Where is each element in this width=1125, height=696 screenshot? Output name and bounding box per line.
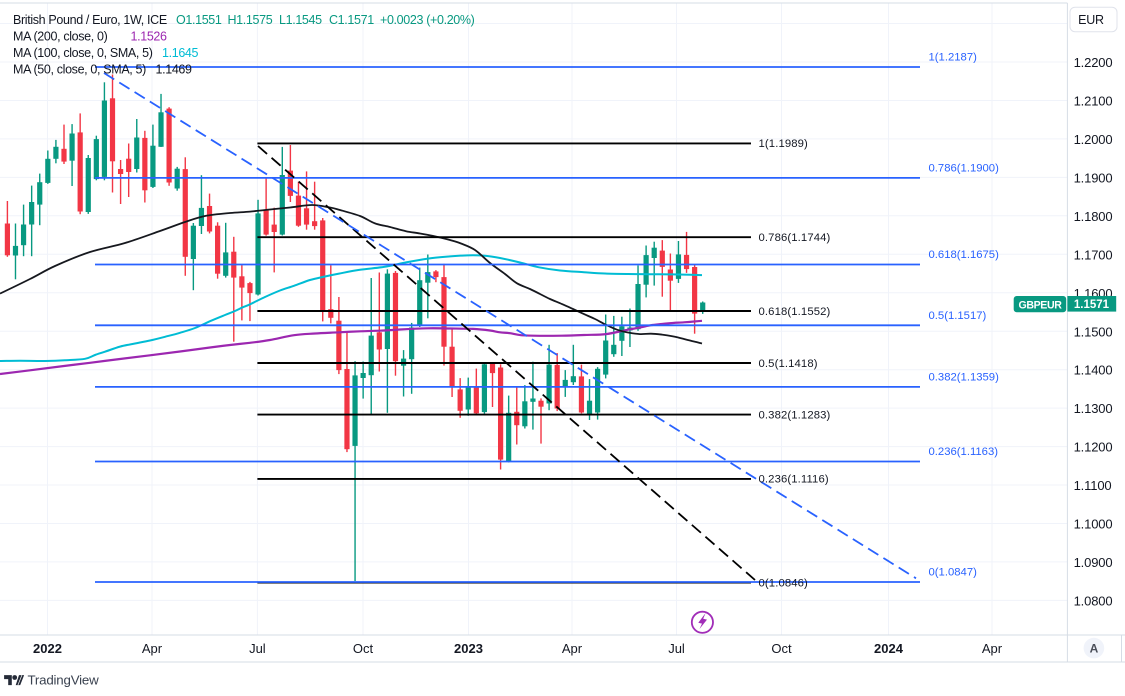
svg-text:Oct: Oct [353, 641, 374, 656]
svg-text:Jul: Jul [668, 641, 685, 656]
svg-text:0.236(1.1116): 0.236(1.1116) [759, 474, 829, 486]
svg-text:1.1469: 1.1469 [156, 63, 193, 77]
svg-text:L1.1545: L1.1545 [279, 13, 322, 27]
svg-text:0.382(1.1283): 0.382(1.1283) [759, 409, 831, 421]
svg-text:2022: 2022 [33, 641, 62, 656]
svg-text:1.2000: 1.2000 [1074, 132, 1113, 147]
svg-text:1.1100: 1.1100 [1074, 478, 1112, 493]
svg-text:1.1645: 1.1645 [162, 46, 199, 60]
svg-text:+0.0023 (+0.20%): +0.0023 (+0.20%) [380, 13, 475, 27]
svg-text:1.1700: 1.1700 [1074, 247, 1113, 262]
svg-text:0(1.0846): 0(1.0846) [759, 577, 809, 589]
svg-text:Apr: Apr [982, 641, 1003, 656]
svg-text:0.786(1.1900): 0.786(1.1900) [929, 162, 1000, 174]
svg-text:A: A [1090, 642, 1099, 656]
svg-text:MA (200, close, 0): MA (200, close, 0) [13, 30, 108, 44]
svg-text:1(1.2187): 1(1.2187) [929, 52, 978, 64]
svg-text:1.2200: 1.2200 [1074, 55, 1113, 70]
svg-text:1.1800: 1.1800 [1074, 209, 1113, 224]
svg-text:British Pound / Euro, 1W, ICE: British Pound / Euro, 1W, ICE [13, 13, 167, 27]
svg-text:Jul: Jul [249, 641, 266, 656]
svg-text:O1.1551: O1.1551 [176, 13, 222, 27]
svg-text:Apr: Apr [142, 641, 163, 656]
svg-text:1.0900: 1.0900 [1074, 555, 1113, 570]
svg-text:1.1400: 1.1400 [1074, 363, 1113, 378]
svg-text:2024: 2024 [874, 641, 904, 656]
svg-text:0.5(1.1517): 0.5(1.1517) [929, 310, 987, 322]
svg-text:0.618(1.1552): 0.618(1.1552) [759, 306, 831, 318]
svg-text:1.1500: 1.1500 [1074, 324, 1113, 339]
svg-text:1.1571: 1.1571 [1074, 299, 1110, 311]
svg-text:1.1526: 1.1526 [131, 30, 168, 44]
svg-text:C1.1571: C1.1571 [329, 13, 374, 27]
svg-text:Oct: Oct [771, 641, 792, 656]
svg-text:MA (50, close, 0, SMA, 5): MA (50, close, 0, SMA, 5) [13, 63, 146, 77]
svg-text:2023: 2023 [454, 641, 483, 656]
svg-text:0.786(1.1744): 0.786(1.1744) [759, 232, 831, 244]
svg-text:Apr: Apr [562, 641, 583, 656]
svg-text:MA (100, close, 0, SMA, 5): MA (100, close, 0, SMA, 5) [13, 46, 153, 60]
svg-text:1.1200: 1.1200 [1074, 440, 1113, 455]
svg-text:1.0800: 1.0800 [1074, 593, 1113, 608]
svg-text:1.1000: 1.1000 [1074, 517, 1113, 532]
svg-text:1(1.1989): 1(1.1989) [759, 138, 809, 150]
svg-text:H1.1575: H1.1575 [228, 13, 273, 27]
svg-text:0.382(1.1359): 0.382(1.1359) [929, 371, 1000, 383]
svg-text:1.1300: 1.1300 [1074, 401, 1113, 416]
svg-text:0.236(1.1163): 0.236(1.1163) [929, 446, 999, 458]
svg-text:TradingView: TradingView [28, 673, 100, 688]
svg-text:0.618(1.1675): 0.618(1.1675) [929, 249, 1000, 261]
svg-text:1.2100: 1.2100 [1074, 94, 1113, 109]
svg-text:0(1.0847): 0(1.0847) [929, 567, 978, 579]
svg-text:1.1900: 1.1900 [1074, 170, 1113, 185]
svg-text:0.5(1.1418): 0.5(1.1418) [759, 358, 818, 370]
svg-text:GBPEUR: GBPEUR [1019, 299, 1063, 311]
svg-text:EUR: EUR [1078, 13, 1104, 27]
